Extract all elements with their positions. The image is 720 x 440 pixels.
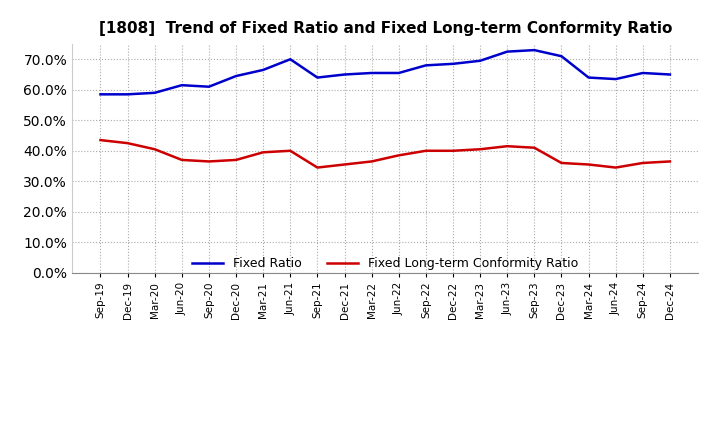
Fixed Ratio (639, 70, 647, 76)
Fixed Long-term Conformity Ratio (421, 148, 430, 154)
Title: [1808]  Trend of Fixed Ratio and Fixed Long-term Conformity Ratio: [1808] Trend of Fixed Ratio and Fixed Lo… (99, 21, 672, 36)
Fixed Long-term Conformity Ratio (150, 147, 159, 152)
Fixed Long-term Conformity Ratio (476, 147, 485, 152)
Fixed Long-term Conformity Ratio (178, 157, 186, 162)
Fixed Ratio (503, 49, 511, 54)
Fixed Ratio (232, 73, 240, 79)
Fixed Ratio (259, 67, 268, 73)
Fixed Long-term Conformity Ratio (341, 162, 349, 167)
Line: Fixed Ratio: Fixed Ratio (101, 50, 670, 94)
Fixed Long-term Conformity Ratio (665, 159, 674, 164)
Fixed Long-term Conformity Ratio (259, 150, 268, 155)
Fixed Ratio (286, 57, 294, 62)
Fixed Ratio (665, 72, 674, 77)
Fixed Long-term Conformity Ratio (611, 165, 620, 170)
Fixed Long-term Conformity Ratio (123, 140, 132, 146)
Fixed Ratio (178, 83, 186, 88)
Fixed Ratio (395, 70, 403, 76)
Fixed Long-term Conformity Ratio (232, 157, 240, 162)
Fixed Long-term Conformity Ratio (639, 160, 647, 165)
Fixed Ratio (476, 58, 485, 63)
Fixed Ratio (421, 63, 430, 68)
Fixed Ratio (367, 70, 376, 76)
Fixed Ratio (96, 92, 105, 97)
Fixed Long-term Conformity Ratio (313, 165, 322, 170)
Fixed Long-term Conformity Ratio (96, 137, 105, 143)
Fixed Long-term Conformity Ratio (286, 148, 294, 154)
Fixed Ratio (313, 75, 322, 80)
Fixed Long-term Conformity Ratio (395, 153, 403, 158)
Legend: Fixed Ratio, Fixed Long-term Conformity Ratio: Fixed Ratio, Fixed Long-term Conformity … (187, 252, 583, 275)
Fixed Long-term Conformity Ratio (557, 160, 566, 165)
Line: Fixed Long-term Conformity Ratio: Fixed Long-term Conformity Ratio (101, 140, 670, 168)
Fixed Ratio (611, 77, 620, 82)
Fixed Long-term Conformity Ratio (584, 162, 593, 167)
Fixed Long-term Conformity Ratio (530, 145, 539, 150)
Fixed Ratio (341, 72, 349, 77)
Fixed Long-term Conformity Ratio (204, 159, 213, 164)
Fixed Ratio (150, 90, 159, 95)
Fixed Long-term Conformity Ratio (503, 143, 511, 149)
Fixed Ratio (584, 75, 593, 80)
Fixed Ratio (530, 48, 539, 53)
Fixed Long-term Conformity Ratio (367, 159, 376, 164)
Fixed Ratio (557, 54, 566, 59)
Fixed Long-term Conformity Ratio (449, 148, 457, 154)
Fixed Ratio (204, 84, 213, 89)
Fixed Ratio (123, 92, 132, 97)
Fixed Ratio (449, 61, 457, 66)
